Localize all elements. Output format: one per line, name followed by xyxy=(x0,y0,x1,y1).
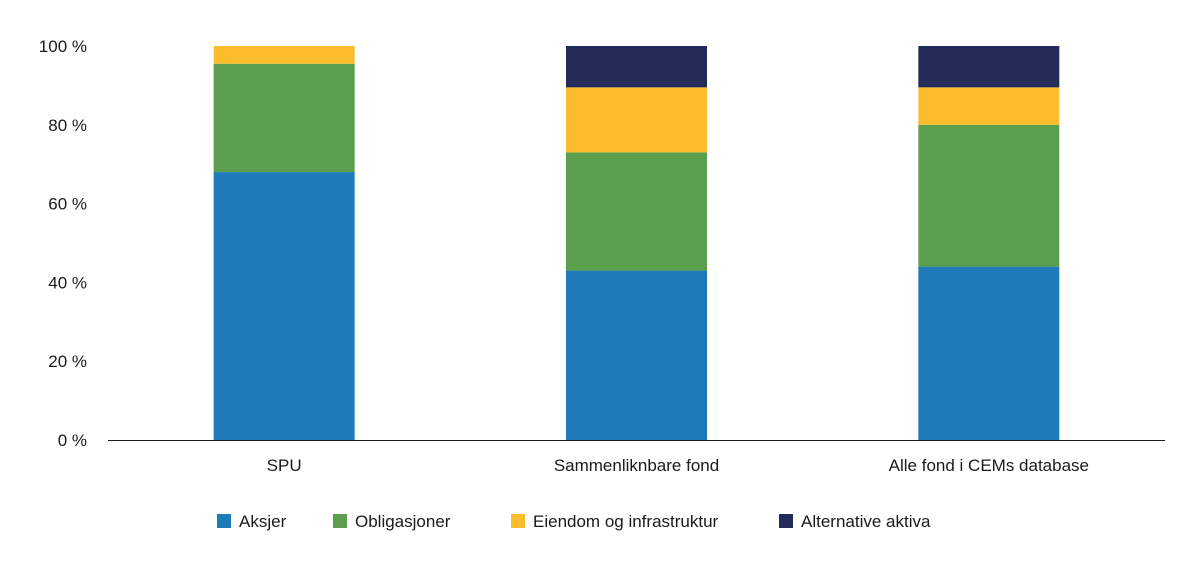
legend: Aksjer Obligasjoner Eiendom og infrastrukt… xyxy=(217,512,931,531)
bar-segment-obligasjoner-sammenliknbare-fond xyxy=(566,152,707,271)
legend-swatch-aksjer xyxy=(217,514,231,528)
bars-group xyxy=(213,46,1060,440)
y-tick-label: 80 % xyxy=(48,116,87,135)
bar-segment-eiendom-og-infrastruktur-alle-fond-i-cems-database xyxy=(918,87,1060,125)
x-tick-label: Sammenliknbare fond xyxy=(554,456,719,475)
bar-segment-aksjer-sammenliknbare-fond xyxy=(566,270,707,440)
bar-segment-eiendom-og-infrastruktur-spu xyxy=(213,46,355,64)
legend-label-eiendom-og-infrastruktur: Eiendom og infrastruktur xyxy=(533,512,719,531)
bar-segment-eiendom-og-infrastruktur-sammenliknbare-fond xyxy=(566,87,707,153)
y-tick-label: 40 % xyxy=(48,273,87,292)
bar-segment-obligasjoner-spu xyxy=(213,63,355,173)
bar-segment-aksjer-spu xyxy=(213,172,355,440)
legend-swatch-alternative-aktiva xyxy=(779,514,793,528)
bar-segment-alternative-aktiva-sammenliknbare-fond xyxy=(566,46,707,88)
y-tick-label: 100 % xyxy=(39,37,87,56)
bar-segment-obligasjoner-alle-fond-i-cems-database xyxy=(918,124,1060,267)
bar-segment-aksjer-alle-fond-i-cems-database xyxy=(918,266,1060,440)
x-axis: SPU Sammenliknbare fond Alle fond i CEMs d… xyxy=(267,456,1089,475)
legend-label-aksjer: Aksjer xyxy=(239,512,287,531)
y-tick-label: 0 % xyxy=(58,431,87,450)
bar-segment-alternative-aktiva-alle-fond-i-cems-database xyxy=(918,46,1060,88)
legend-swatch-obligasjoner xyxy=(333,514,347,528)
x-tick-label: SPU xyxy=(267,456,302,475)
y-tick-label: 20 % xyxy=(48,352,87,371)
legend-label-obligasjoner: Obligasjoner xyxy=(355,512,451,531)
y-tick-label: 60 % xyxy=(48,195,87,214)
x-tick-label: Alle fond i CEMs database xyxy=(889,456,1089,475)
legend-label-alternative-aktiva: Alternative aktiva xyxy=(801,512,931,531)
legend-swatch-eiendom-og-infrastruktur xyxy=(511,514,525,528)
y-axis: 0 % 20 % 40 % 60 % 80 % 100 % xyxy=(39,37,87,450)
